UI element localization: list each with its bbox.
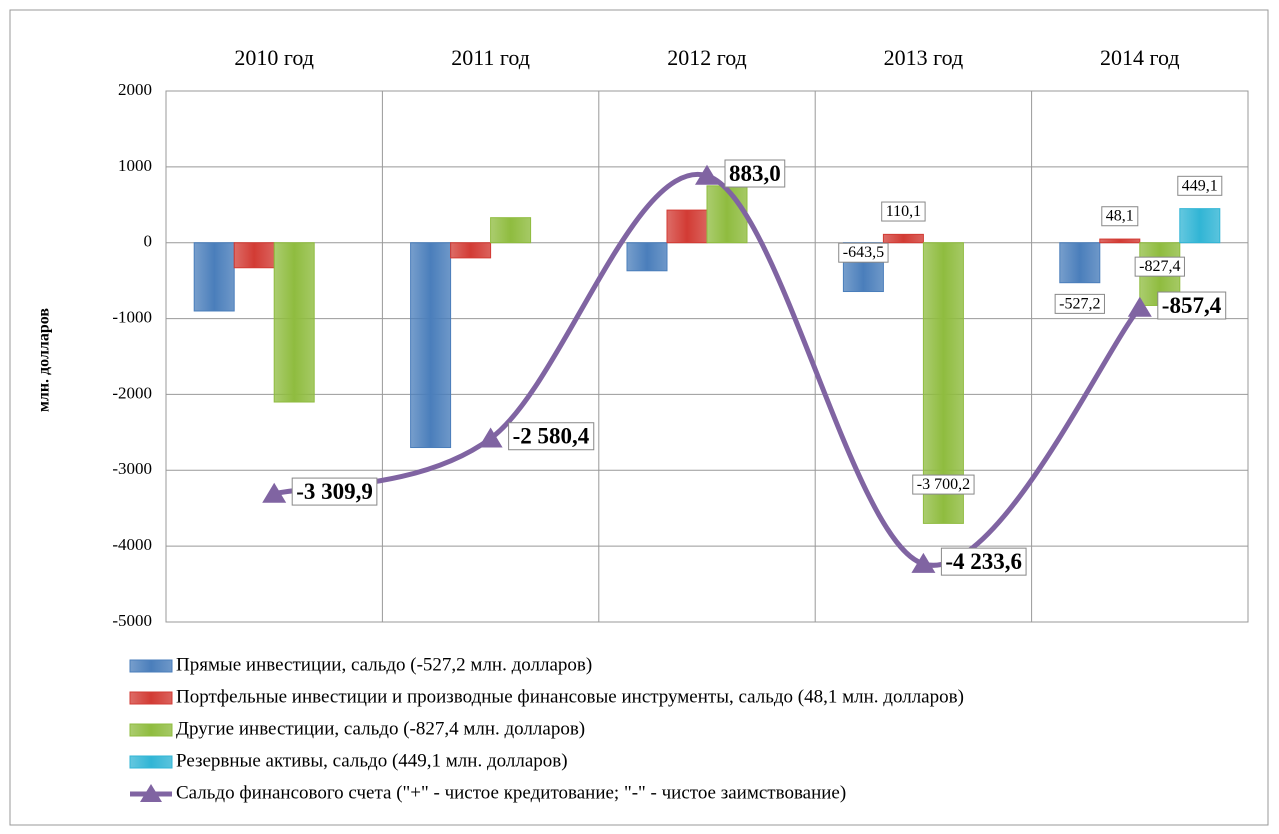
x-tick-label: 2013 год [884,45,964,70]
line [273,171,1142,568]
data-label-box [1177,175,1223,196]
y-tick-label: 0 [144,232,153,251]
x-tick-label: 2011 год [451,45,530,70]
data-label: -527,2 [1059,295,1100,312]
bar [666,209,708,244]
data-label: -643,5 [843,244,884,261]
data-label-box [838,242,889,263]
data-label: 449,1 [1182,177,1218,194]
data-label: -2 580,4 [513,424,590,449]
legend-swatch [129,755,173,769]
bar [193,242,235,312]
x-tick-label: 2010 год [234,45,314,70]
data-label: -827,4 [1139,258,1180,275]
line-marker [1127,296,1152,317]
bar [706,185,748,244]
data-label: 48,1 [1106,208,1134,225]
bar [1179,208,1221,244]
legend-swatch [129,659,173,673]
line-marker [695,164,719,185]
legend-label: Прямые инвестиции, сальдо (-527,2 млн. д… [176,654,592,675]
line-marker [911,552,936,573]
legend-label: Портфельные инвестиции и производные фин… [176,686,964,707]
data-label-box [912,474,975,495]
bar [1099,238,1141,244]
y-tick-label: 1000 [118,156,152,175]
line-marker [478,427,503,448]
x-tick-label: 2014 год [1100,45,1180,70]
x-tick-label: 2012 год [667,45,747,70]
y-tick-label: -4000 [112,535,152,554]
bar [490,217,532,244]
chart-frame [9,9,1269,826]
bar [1059,242,1101,284]
legend-swatch [129,723,173,737]
y-tick-label: -2000 [112,383,152,402]
bar [410,242,452,449]
data-label-box [940,547,1027,576]
data-label: -3 700,2 [917,476,970,493]
data-label: 883,0 [729,161,781,186]
data-label: 110,1 [886,203,921,220]
data-label: -857,4 [1162,293,1222,318]
line-marker [262,482,287,503]
bar [233,242,275,269]
data-label-box [1054,293,1105,314]
y-axis-label: млн. долларов [36,308,53,412]
legend-marker [140,784,162,802]
legend-label: Сальдо финансового счета ("+" - чистое к… [176,782,846,803]
y-tick-label: -1000 [112,307,152,326]
legend-label: Резервные активы, сальдо (449,1 млн. дол… [176,750,568,771]
data-label-box [724,159,786,188]
data-label-box [881,201,926,222]
data-label: -4 233,6 [945,549,1022,574]
data-label-box [1134,256,1185,277]
y-tick-label: -5000 [112,611,152,630]
y-tick-label: 2000 [118,80,152,99]
data-label-box [1101,206,1139,227]
data-label-box [1157,291,1227,320]
data-label-box [508,422,595,451]
data-label: -3 309,9 [296,479,373,504]
bar [626,242,668,272]
legend-swatch [129,691,173,705]
legend-label: Другие инвестиции, сальдо (-827,4 млн. д… [176,718,585,739]
bar [273,242,315,403]
y-tick-label: -3000 [112,459,152,478]
data-label-box [291,477,378,506]
bar [450,242,492,259]
bar [882,233,924,244]
